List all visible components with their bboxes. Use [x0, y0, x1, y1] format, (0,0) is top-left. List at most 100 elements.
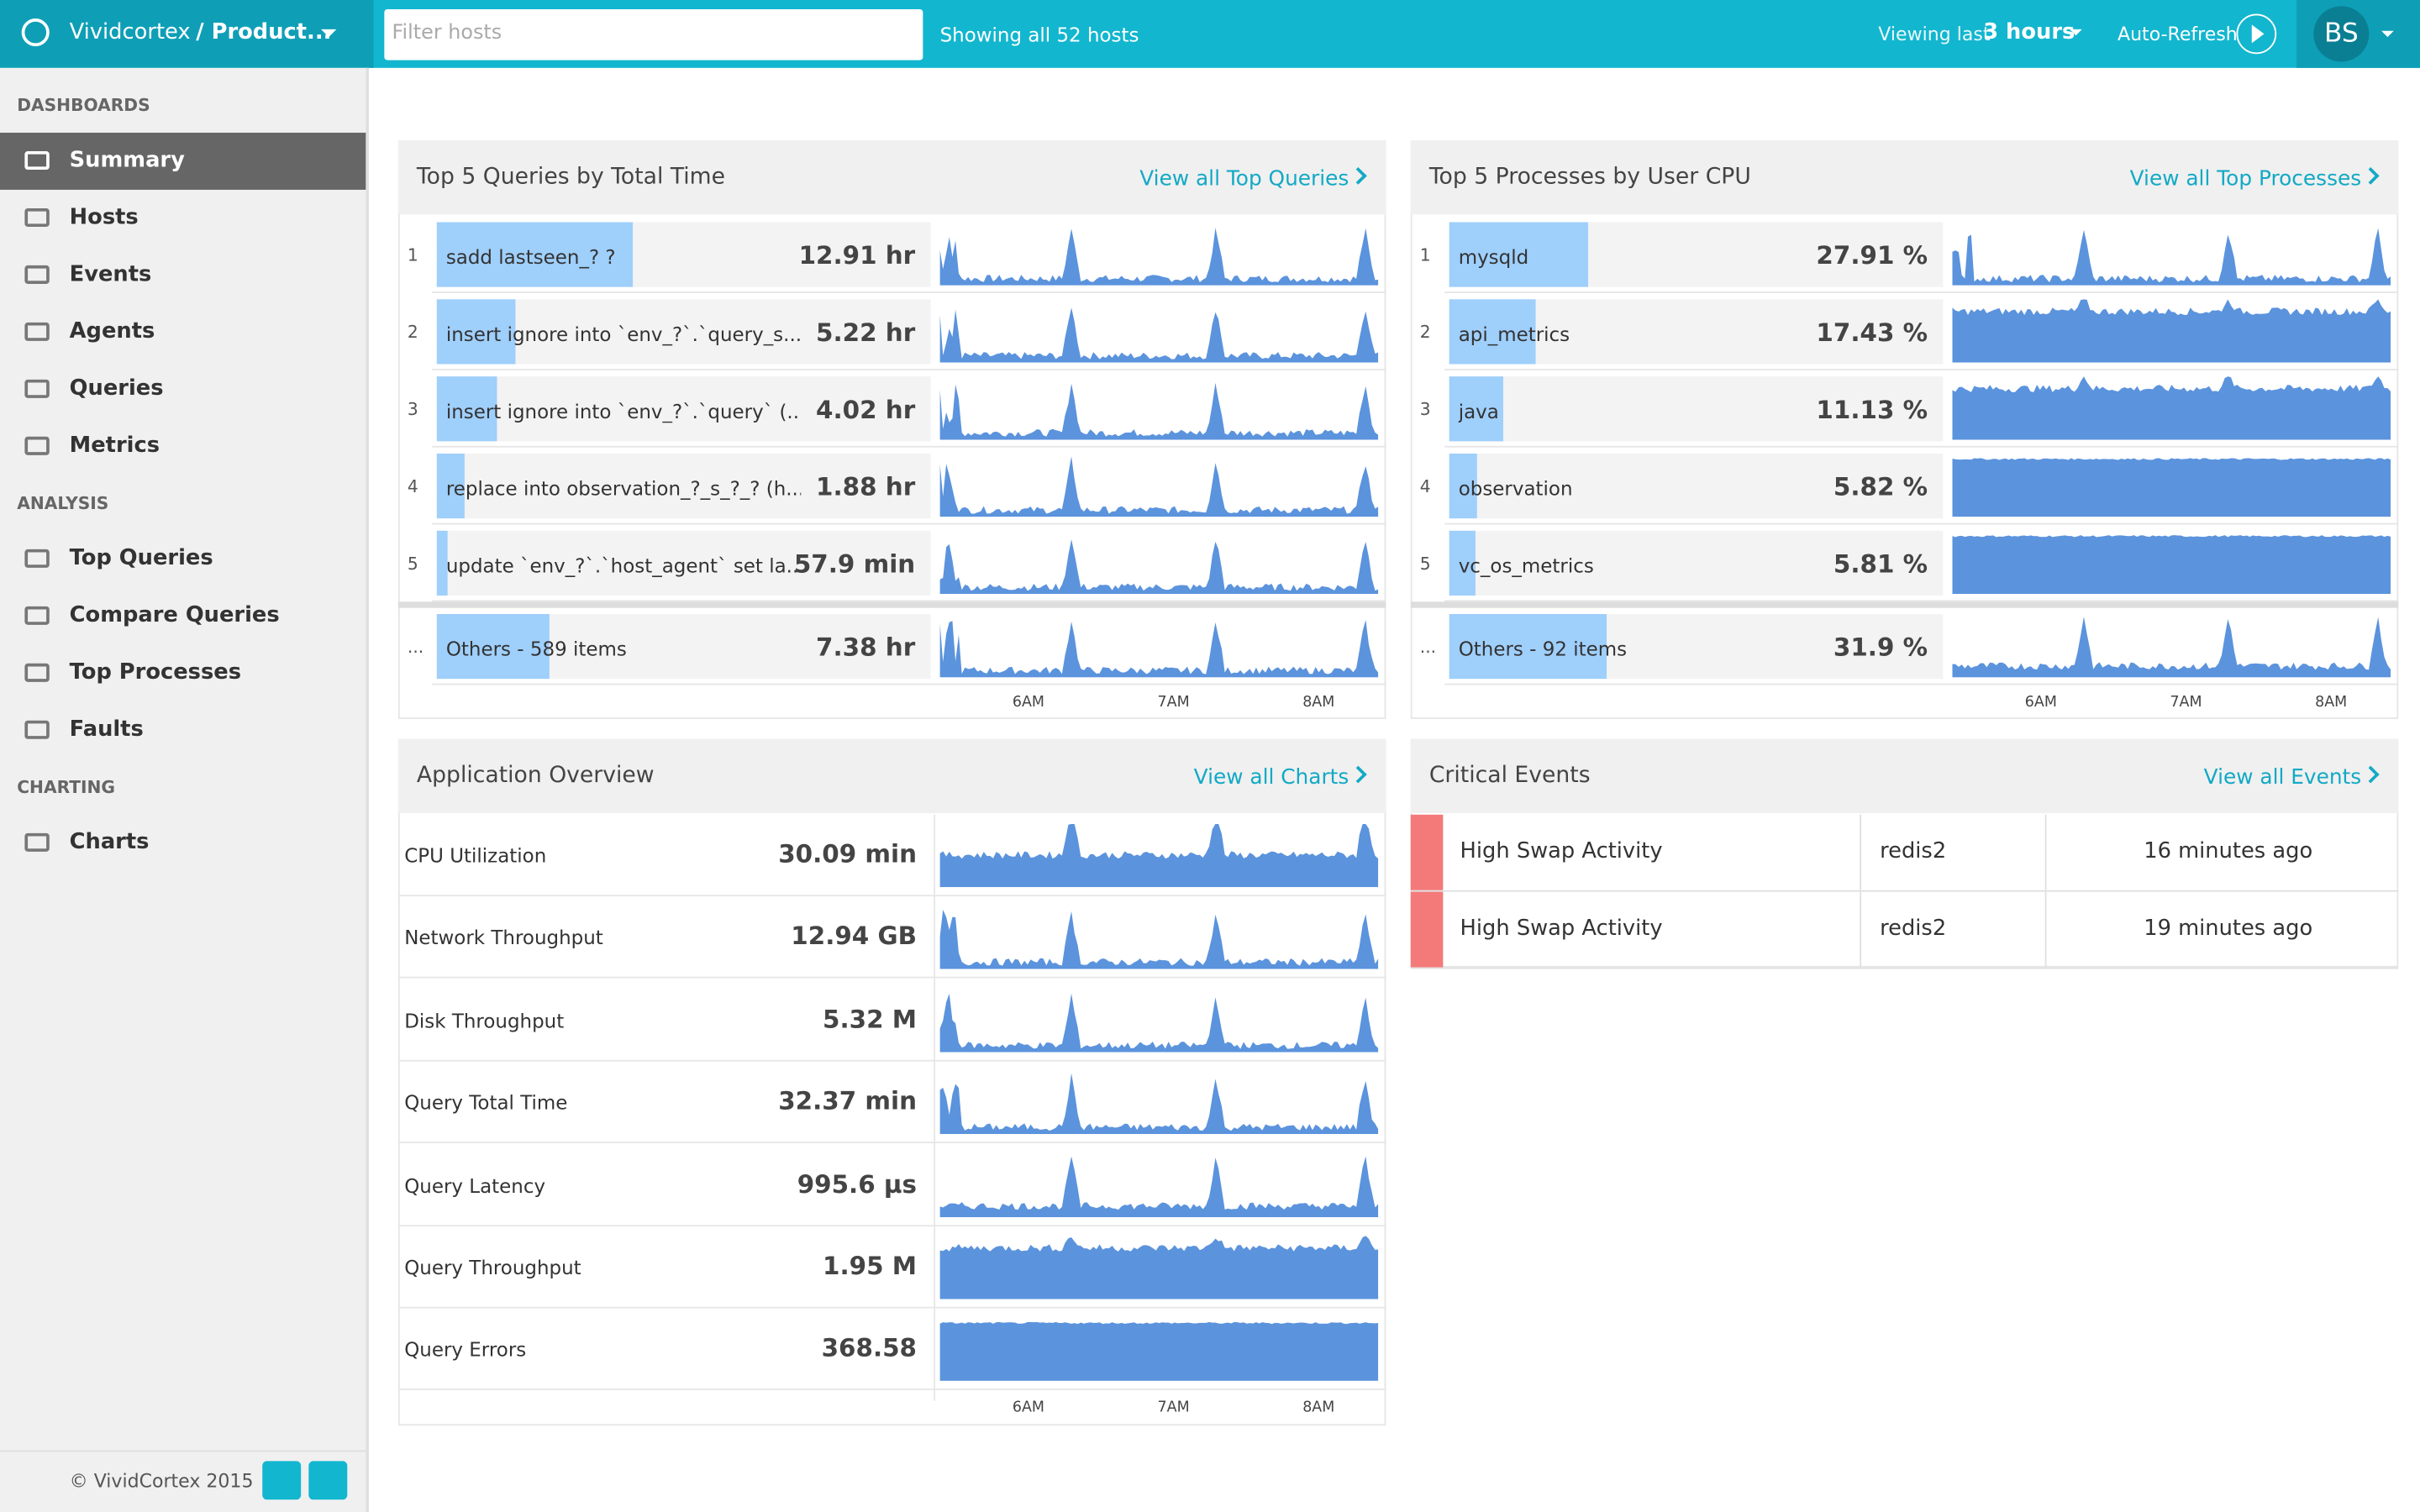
nav-item[interactable]: Events [69, 262, 152, 287]
sparkline-area [1952, 458, 2391, 517]
row-rank: 2 [1419, 322, 1431, 343]
nav-item[interactable]: Hosts [69, 205, 139, 230]
sparkline-area [939, 993, 1379, 1053]
panel-title: Critical Events [1428, 764, 1591, 789]
panel-link[interactable]: View all Events [2203, 765, 2362, 790]
metric-label[interactable]: Query Throughput [404, 1256, 581, 1279]
sparkline [1952, 376, 2391, 440]
metric-value: 12.94 GB [791, 921, 918, 952]
row-label[interactable]: mysqld [1458, 245, 1529, 269]
label-box [1449, 530, 1944, 596]
sparkline-area [939, 620, 1379, 678]
metric-label[interactable]: Query Latency [404, 1173, 546, 1197]
row-label[interactable]: observation [1458, 476, 1573, 501]
sparkline [1952, 458, 2391, 517]
sparkline-area [939, 539, 1379, 595]
metric-label[interactable]: Disk Throughput [404, 1008, 565, 1032]
nav-item[interactable]: Charts [69, 830, 150, 855]
filter[interactable] [384, 9, 923, 60]
avatar[interactable]: BS [2313, 6, 2370, 62]
metric-value: 995.6 µs [797, 1168, 918, 1199]
row-line [432, 368, 1386, 370]
row-line [432, 522, 1386, 525]
sparkline [939, 1073, 1379, 1135]
severity-bar [1410, 814, 1444, 890]
viewing[interactable]: Viewing last [1878, 23, 1991, 45]
metric-label[interactable]: Query Errors [404, 1338, 527, 1362]
metric-label[interactable]: Network Throughput [404, 926, 603, 950]
row-label[interactable]: replace into observation_?_s_?_? (h... [445, 476, 802, 501]
row-label[interactable]: Others - 589 items [445, 637, 627, 661]
share-fill [1449, 299, 1536, 365]
brand[interactable]: Vividcortex [69, 19, 191, 45]
nav-icon [24, 549, 50, 568]
panel-header [397, 140, 1386, 215]
share-fill [1449, 376, 1503, 442]
share-fill [436, 222, 634, 287]
axis-label: 8AM [2315, 694, 2348, 711]
metric-label[interactable]: CPU Utilization [404, 843, 547, 868]
col-line [934, 814, 936, 1401]
sparkline-area [1952, 617, 2391, 678]
row-label[interactable]: Others - 92 items [1458, 637, 1628, 661]
row-line [397, 895, 1386, 897]
help-button[interactable] [308, 1461, 348, 1500]
range[interactable]: 3 hours [1983, 19, 2075, 45]
sparkline-area [1952, 228, 2391, 286]
nav-icon [24, 151, 50, 171]
metric-label[interactable]: Query Total Time [404, 1090, 568, 1115]
row-label[interactable]: insert ignore into `env_?`.`query` (... [445, 399, 802, 423]
row-rank: 3 [1419, 399, 1431, 420]
chat-button[interactable] [262, 1461, 302, 1500]
row-line [397, 1224, 1386, 1226]
panel-title: Top 5 Queries by Total Time [416, 165, 726, 190]
row-label[interactable]: java [1458, 399, 1499, 423]
nav-item[interactable]: Metrics [69, 433, 160, 459]
nav-item[interactable]: Compare Queries [69, 603, 280, 628]
sparkline [939, 620, 1379, 678]
event-time: 16 minutes ago [2144, 839, 2313, 864]
sidebar [0, 67, 369, 1512]
event-name[interactable]: High Swap Activity [1460, 839, 1663, 864]
row-rank: 2 [407, 322, 418, 343]
nav-item[interactable]: Top Queries [69, 546, 213, 571]
row-line [397, 977, 1386, 979]
row-label[interactable]: sadd lastseen_? ? [445, 245, 616, 269]
nav-item[interactable]: Agents [69, 319, 155, 344]
axis-label: 7AM [1157, 694, 1190, 711]
nav-item[interactable]: Top Processes [69, 660, 242, 685]
nav-item[interactable]: Summary [69, 148, 185, 173]
label-box [436, 376, 931, 442]
panel-link[interactable]: View all Top Processes [2129, 166, 2362, 192]
row-value: 17.43 % [1816, 318, 1928, 348]
sparkline [939, 228, 1379, 286]
nav-item[interactable]: Queries [69, 376, 164, 402]
nav-item[interactable]: Faults [69, 717, 144, 743]
sparkline-area [939, 228, 1379, 286]
nav-icon [24, 379, 50, 398]
axis-label: 7AM [1157, 1399, 1190, 1417]
auto-refresh[interactable]: Auto-Refresh [2118, 23, 2238, 45]
caret [321, 29, 337, 45]
panel-link[interactable]: View all Charts [1193, 765, 1349, 790]
env[interactable]: / Product... [196, 19, 332, 45]
row-line [1410, 967, 2399, 969]
row-line [1444, 291, 2399, 293]
row-value: 27.91 % [1816, 240, 1928, 270]
label-box [436, 530, 931, 596]
event-name[interactable]: High Swap Activity [1460, 916, 1663, 942]
panel-link[interactable]: View all Top Queries [1139, 166, 1349, 192]
sparkline-area [1952, 376, 2391, 440]
play-button[interactable] [2236, 13, 2277, 55]
brand-area [0, 0, 374, 68]
row-label[interactable]: vc_os_metrics [1458, 554, 1594, 577]
row-rank: ... [1419, 637, 1437, 658]
sparkline-area [939, 307, 1379, 363]
label-box [436, 299, 931, 365]
sparkline [939, 993, 1379, 1053]
row-label[interactable]: insert ignore into `env_?`.`query_s... [445, 322, 802, 346]
row-label[interactable]: api_metrics [1458, 322, 1570, 346]
row-line [1444, 522, 2399, 525]
row-line [1444, 445, 2399, 448]
row-label[interactable]: update `env_?`.`host_agent` set la... [445, 554, 802, 577]
